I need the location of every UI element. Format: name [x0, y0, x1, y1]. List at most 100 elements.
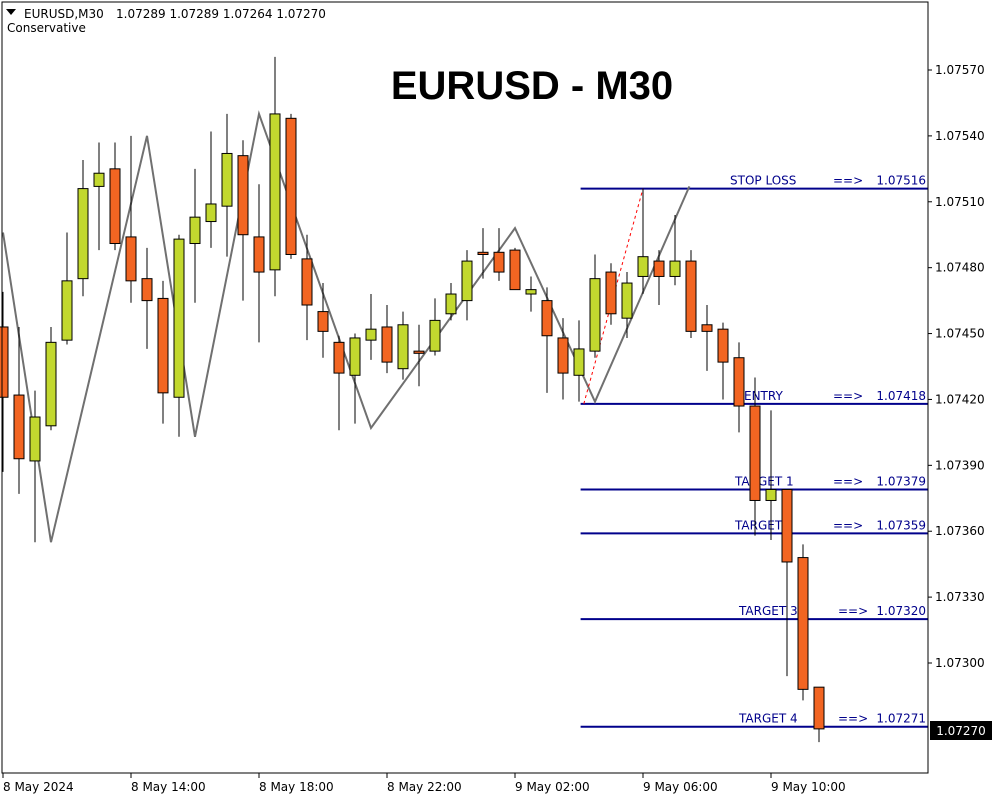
candle — [141, 247, 153, 349]
level-value: 1.07271 — [876, 712, 926, 726]
candle — [541, 287, 553, 393]
candle-body — [349, 337, 361, 376]
candle — [61, 232, 73, 345]
price-tick-label: 1.07390 — [935, 458, 985, 472]
candle-body — [381, 326, 393, 363]
candle — [669, 214, 681, 286]
candle — [493, 228, 505, 281]
candle-body — [797, 557, 809, 690]
candle — [253, 184, 265, 343]
symbol-label: EURUSD,M30 — [24, 7, 104, 21]
candle — [221, 113, 233, 257]
candle-body — [717, 328, 729, 363]
candle — [413, 324, 425, 387]
candle-body — [813, 686, 825, 730]
candle-body — [333, 341, 345, 374]
level-value: 1.07379 — [876, 474, 926, 488]
triangle-down-icon[interactable] — [6, 9, 16, 15]
level-label: TARGET 3 — [738, 604, 798, 618]
candle-body — [365, 328, 377, 341]
candle — [621, 272, 633, 338]
candle-body — [685, 260, 697, 332]
candle — [365, 294, 377, 360]
candle — [109, 142, 121, 251]
candles — [0, 56, 825, 743]
candle-body — [669, 260, 681, 277]
level-value: 1.07359 — [876, 518, 926, 532]
candle-body — [205, 203, 217, 223]
candle-body — [445, 293, 457, 315]
time-tick-label: 8 May 14:00 — [131, 780, 206, 794]
candle — [445, 283, 457, 321]
candle-body — [557, 337, 569, 374]
candle-body — [189, 216, 201, 245]
price-tick-label: 1.07300 — [935, 656, 985, 670]
time-tick-label: 9 May 10:00 — [771, 780, 846, 794]
candle — [301, 234, 313, 341]
candle-body — [765, 488, 777, 501]
candle — [765, 410, 777, 541]
candle-body — [109, 168, 121, 245]
level-arrow: ==> — [833, 518, 863, 532]
candle-body — [493, 251, 505, 273]
candle-body — [301, 258, 313, 306]
candle — [781, 488, 793, 677]
candle — [333, 335, 345, 431]
candle-body — [541, 300, 553, 337]
time-tick-label: 9 May 06:00 — [643, 780, 718, 794]
price-tick-label: 1.07360 — [935, 524, 985, 538]
projection-line — [583, 188, 644, 404]
chart-title: EURUSD - M30 — [391, 64, 673, 108]
candle-body — [269, 113, 281, 271]
time-axis[interactable]: 8 May 2024 8 May 14:00 8 May 18:00 8 May 22… — [2, 773, 846, 794]
candle-body — [173, 238, 185, 398]
candle-body — [461, 260, 473, 302]
candle-body — [61, 280, 73, 341]
candle — [733, 342, 745, 433]
level-arrow: ==> — [833, 389, 863, 403]
candle — [653, 250, 665, 306]
price-tick-label: 1.07420 — [935, 392, 985, 406]
candle — [525, 276, 537, 312]
candle — [813, 686, 825, 743]
price-axis[interactable]: 1.07570 1.07540 1.07510 1.07480 1.07450 1.074… — [928, 63, 985, 670]
candle — [557, 318, 569, 400]
candle-body — [285, 117, 297, 255]
candle — [269, 56, 281, 297]
level-arrow: ==> — [833, 174, 863, 188]
ohlc-values: 1.07289 1.07289 1.07264 1.07270 — [116, 7, 326, 21]
candle-body — [125, 236, 137, 282]
candle-body — [141, 278, 153, 302]
candle — [45, 326, 57, 431]
candle-body — [221, 152, 233, 207]
candle — [93, 142, 105, 251]
candle-body — [93, 172, 105, 187]
strategy-label: Conservative — [7, 21, 86, 35]
candle — [77, 160, 89, 297]
candle-body — [589, 278, 601, 352]
candle-body — [237, 155, 249, 236]
level-label: TARGET 2 — [734, 518, 794, 532]
candle-body — [77, 188, 89, 280]
trade-levels: STOP LOSS ==> 1.07516 ENTRY ==> 1.07418 TARGET… — [580, 174, 928, 728]
price-tick-label: 1.07510 — [935, 195, 985, 209]
level-label: TARGET 4 — [738, 712, 798, 726]
level-label: ENTRY — [744, 389, 783, 403]
candle — [461, 250, 473, 321]
candle-body — [157, 297, 169, 394]
candle-body — [573, 348, 585, 376]
candle-body — [749, 405, 761, 501]
candle-body — [605, 271, 617, 315]
plot-frame — [1, 1, 929, 774]
candle-body — [429, 319, 441, 352]
level-arrow: ==> — [838, 604, 868, 618]
time-tick-label: 8 May 2024 — [3, 780, 74, 794]
candle — [797, 544, 809, 701]
candle — [29, 390, 41, 543]
price-tick-label: 1.07570 — [935, 63, 985, 77]
candle — [381, 305, 393, 374]
price-tick-label: 1.07480 — [935, 261, 985, 275]
time-tick-label: 8 May 18:00 — [259, 780, 334, 794]
level-arrow: ==> — [838, 712, 868, 726]
